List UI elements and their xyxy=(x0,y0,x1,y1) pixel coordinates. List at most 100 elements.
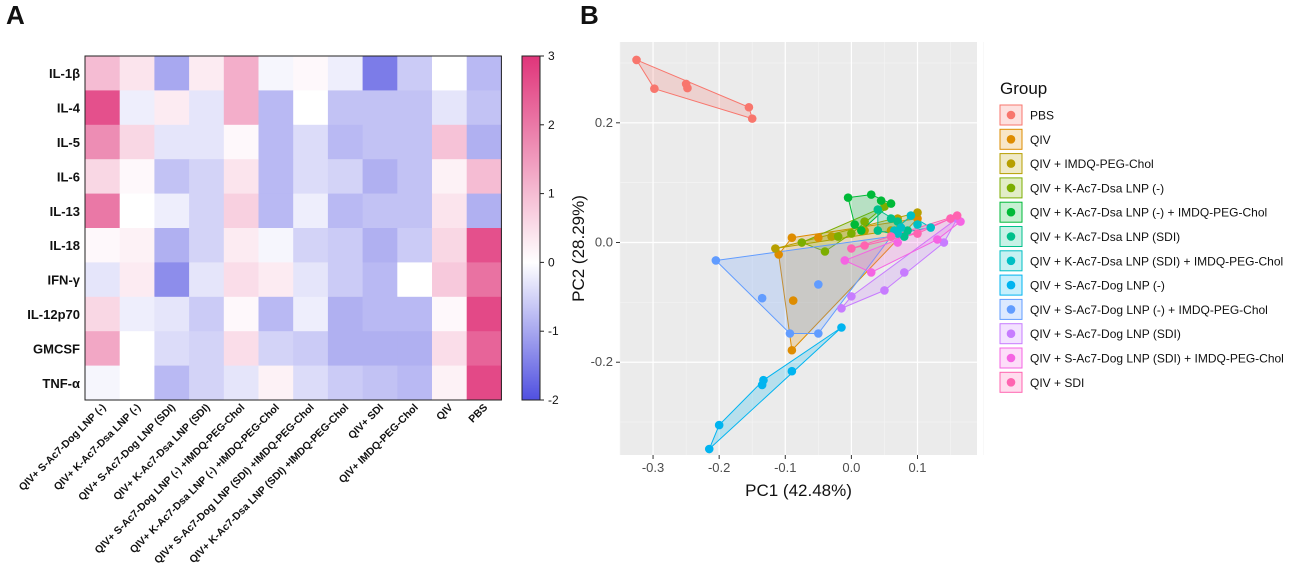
pca-y-tick-label: 0.0 xyxy=(595,235,613,250)
heatmap-cell xyxy=(154,124,190,160)
heatmap-cell xyxy=(432,228,468,263)
heatmap-cell xyxy=(119,56,155,91)
heatmap-cell xyxy=(327,365,364,401)
pca-point-0 xyxy=(747,114,757,123)
heatmap-cell xyxy=(85,331,121,367)
pca-point-8 xyxy=(814,329,823,338)
heatmap-column-label: QIV+ K-Ac7-Dsa LNP (SDI) +IMDQ-PEG-Chol xyxy=(187,402,351,566)
heatmap-cell xyxy=(258,90,294,126)
heatmap-cell xyxy=(85,262,121,298)
heatmap-cell xyxy=(327,296,364,332)
legend-key-point xyxy=(1006,329,1016,339)
pca-point-11 xyxy=(913,229,922,238)
colorbar-tick-label: 0 xyxy=(548,255,555,269)
legend-key-point xyxy=(1006,159,1016,168)
legend-key-point xyxy=(1006,256,1016,266)
pca-point-5 xyxy=(886,214,896,223)
heatmap-cell xyxy=(293,90,329,126)
heatmap-row-label: IL-6 xyxy=(57,169,80,184)
heatmap-cell xyxy=(293,228,329,263)
heatmap-cell xyxy=(397,365,433,401)
legend-key-point xyxy=(1006,280,1016,290)
heatmap-cell xyxy=(362,296,398,332)
heatmap-row-label: IL-13 xyxy=(50,204,80,219)
heatmap-cell xyxy=(362,124,398,160)
heatmap-cell xyxy=(327,56,364,91)
pca-point-4 xyxy=(876,196,886,205)
heatmap-cell xyxy=(362,365,398,401)
colorbar-tick-label: 1 xyxy=(548,187,555,201)
heatmap-row-label: IL-12p70 xyxy=(27,307,80,322)
pca-legend: Group PBS QIV QIV + IMDQ-PEG-Chol QIV + K-Ac… xyxy=(999,79,1284,393)
panel-label-a: A xyxy=(6,0,25,30)
legend-key-point xyxy=(1006,110,1016,120)
pca-point-7 xyxy=(714,420,724,430)
heatmap-row-label: IL-1β xyxy=(49,66,80,81)
legend-item-label: QIV + S-Ac7-Dog LNP (-) + IMDQ-PEG-Chol xyxy=(1030,303,1268,317)
legend-item-label: QIV + K-Ac7-Dsa LNP (-) xyxy=(1030,181,1164,195)
heatmap-cell xyxy=(154,56,190,91)
heatmap-cell xyxy=(362,331,398,367)
heatmap-cell xyxy=(154,193,190,229)
heatmap-cell xyxy=(362,56,398,91)
heatmap-cell xyxy=(119,296,155,332)
heatmap-cell xyxy=(258,296,294,332)
heatmap-cell xyxy=(154,262,190,298)
pca-point-9 xyxy=(847,292,856,301)
pca-point-7 xyxy=(837,323,846,332)
heatmap-cell xyxy=(119,228,155,263)
heatmap-cell xyxy=(258,124,294,160)
heatmap-cell xyxy=(397,262,433,298)
heatmap-cell xyxy=(397,56,433,91)
pca-point-3 xyxy=(833,232,843,241)
pca-point-10 xyxy=(866,268,876,277)
heatmap-cell xyxy=(85,56,121,91)
heatmap-cell xyxy=(258,331,294,367)
heatmap-cell xyxy=(258,365,294,401)
heatmap-cell xyxy=(258,159,294,195)
pca-y-tick-label: 0.2 xyxy=(595,115,613,130)
heatmap-cell xyxy=(432,296,468,332)
heatmap-cell xyxy=(154,365,190,401)
heatmap-cell xyxy=(154,228,190,263)
pca-point-9 xyxy=(880,286,889,295)
pca-point-1 xyxy=(787,233,797,243)
heatmap-cell xyxy=(189,296,225,332)
heatmap-cell xyxy=(119,124,155,160)
colorbar-tick-label: -1 xyxy=(548,324,559,338)
heatmap-border xyxy=(84,55,502,401)
heatmap-cell xyxy=(397,90,433,126)
heatmap-column-label: QIV xyxy=(434,402,455,423)
heatmap-cell xyxy=(189,193,225,229)
heatmap-cell xyxy=(362,228,398,263)
heatmap-cell xyxy=(223,228,259,263)
pca-point-4 xyxy=(843,193,853,202)
heatmap-cell xyxy=(293,159,329,195)
pca-point-4 xyxy=(850,220,859,229)
pca-point-11 xyxy=(847,244,856,253)
pca-point-8 xyxy=(785,329,795,338)
heatmap-cell xyxy=(466,90,502,126)
pca-point-8 xyxy=(814,280,823,289)
heatmap-cell xyxy=(293,262,329,298)
heatmap-cell xyxy=(327,124,364,160)
pca-y-axis-label: PC2 (28.29%) xyxy=(569,195,588,302)
heatmap-cell xyxy=(327,262,364,298)
heatmap-cell xyxy=(223,56,259,91)
heatmap-cell xyxy=(85,159,121,195)
heatmap-cell xyxy=(223,90,259,126)
colorbar-bar xyxy=(521,55,541,401)
legend-key-point xyxy=(1006,305,1016,314)
heatmap-cell xyxy=(189,159,225,195)
heatmap-cell xyxy=(85,124,121,160)
heatmap-cell xyxy=(154,331,190,367)
pca-point-1 xyxy=(788,296,798,305)
legend-item-label: QIV + S-Ac7-Dog LNP (-) xyxy=(1030,279,1165,293)
heatmap-cell xyxy=(119,193,155,229)
heatmap-row-label: IL-4 xyxy=(57,101,81,116)
pca-point-9 xyxy=(837,304,846,313)
heatmap-cell xyxy=(85,193,121,229)
pca-point-5 xyxy=(873,226,883,235)
heatmap-cell xyxy=(154,90,190,126)
